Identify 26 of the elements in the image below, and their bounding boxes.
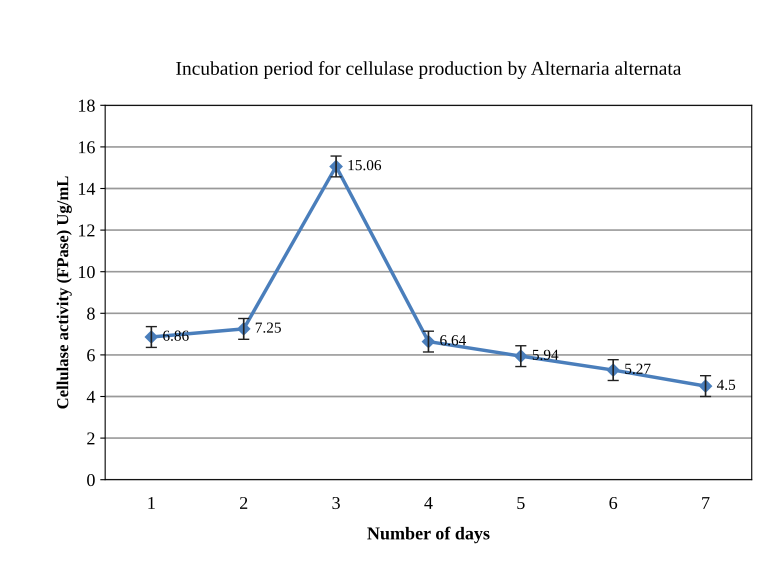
y-tick-label: 0 (87, 474, 95, 486)
x-axis-title: Number of days (367, 526, 490, 544)
y-tick-label: 6 (87, 349, 95, 362)
chart-title: Incubation period for cellulase production by Alternaria alternata (176, 61, 682, 79)
data-label: 4.5 (716, 380, 736, 390)
y-axis-title: Cellulase activity (FPase) Ug/mL (56, 176, 72, 409)
y-tick-label: 16 (78, 141, 95, 154)
x-tick-label: 5 (517, 497, 525, 510)
data-label: 6.64 (440, 335, 466, 346)
x-tick-label: 3 (332, 496, 340, 510)
x-tick-label: 1 (148, 496, 155, 509)
y-tick-label: 10 (78, 266, 95, 278)
x-tick-label: 6 (609, 496, 618, 510)
y-tick-label: 8 (87, 308, 95, 320)
x-tick-label: 7 (702, 497, 710, 509)
x-tick-label: 4 (424, 497, 433, 509)
y-tick-label: 12 (78, 224, 94, 236)
data-label: 5.27 (625, 364, 651, 374)
y-tick-label: 14 (78, 182, 96, 195)
data-label: 5.94 (532, 350, 558, 360)
x-tick-label: 2 (240, 496, 248, 509)
y-tick-label: 18 (78, 100, 95, 112)
y-tick-label: 2 (87, 432, 94, 444)
data-label: 7.25 (256, 322, 281, 333)
y-tick-label: 4 (86, 390, 96, 403)
data-label: 15.06 (348, 160, 382, 170)
